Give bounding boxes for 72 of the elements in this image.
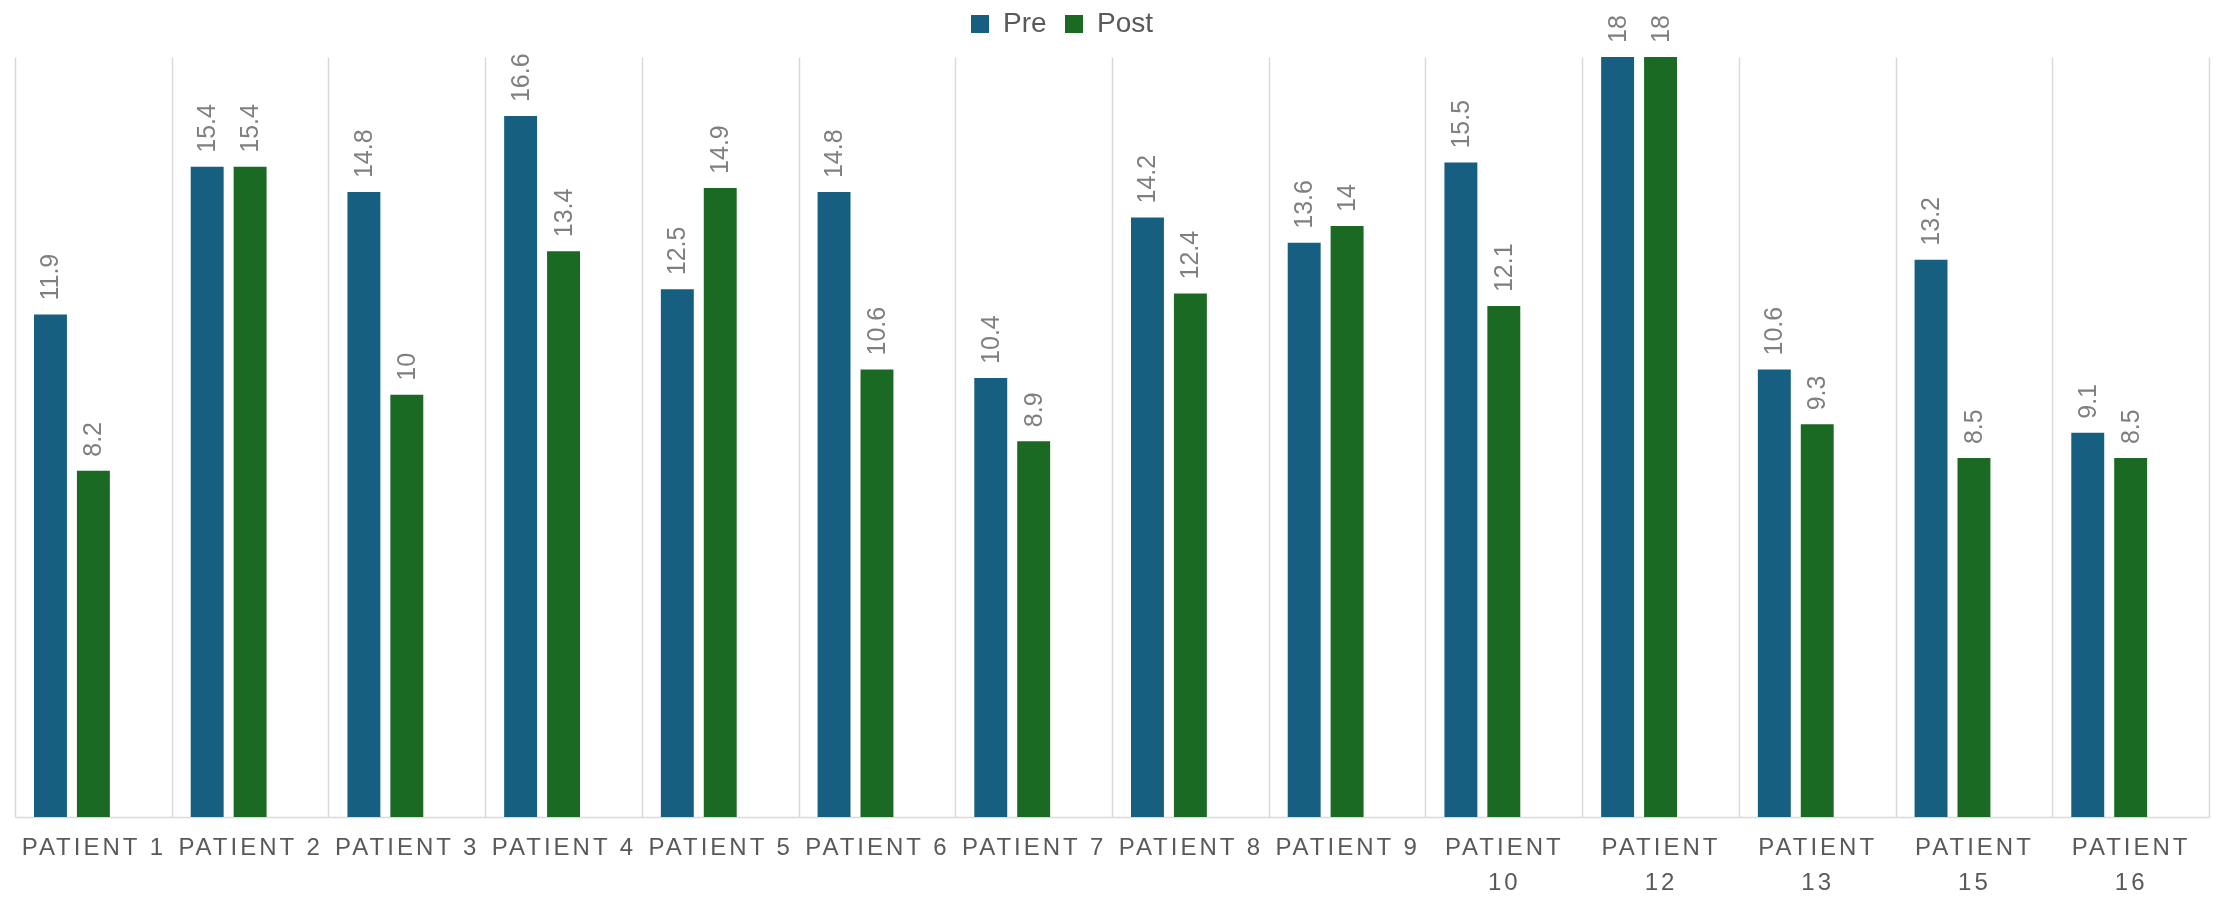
x-tick-label: PATIENT 12 (1601, 832, 1721, 895)
bar (660, 289, 694, 817)
x-tick-label: PATIENT 8 (1118, 832, 1264, 860)
x-tick-label: PATIENT 2 (178, 832, 323, 860)
x-tick-label: PATIENT 9 (1275, 832, 1420, 860)
bar (390, 394, 424, 817)
data-label: 12.4 (1175, 230, 1204, 280)
bar (190, 166, 224, 817)
legend-label: Post (1097, 7, 1154, 38)
data-label: 13.4 (548, 188, 577, 238)
bar (1487, 306, 1521, 817)
bar (1644, 57, 1677, 817)
bar (1800, 424, 1834, 817)
data-label: 14.8 (819, 129, 848, 179)
data-label: 18 (1645, 15, 1674, 43)
bar (974, 377, 1008, 817)
data-label: 14 (1332, 183, 1361, 212)
bar (34, 314, 67, 817)
data-label: 13.2 (1916, 196, 1945, 246)
data-label: 14.9 (705, 125, 734, 174)
data-label: 13.6 (1289, 180, 1318, 229)
bar (817, 192, 851, 817)
data-label: 10 (391, 352, 420, 381)
x-tick-label: PATIENT 16 (2071, 832, 2191, 895)
bar (347, 192, 381, 817)
data-label: 9.1 (2072, 384, 2101, 419)
data-label: 8.9 (1018, 392, 1047, 428)
data-label: 12.1 (1488, 243, 1517, 293)
data-label: 8.5 (2115, 409, 2144, 445)
bar (1330, 225, 1364, 817)
x-tick-label: PATIENT 3 (335, 832, 480, 860)
x-tick-label: PATIENT 4 (491, 832, 637, 860)
x-tick-label: PATIENT 15 (1915, 832, 2034, 895)
bar (76, 470, 110, 817)
bar (233, 166, 267, 817)
bar (860, 369, 894, 817)
data-label: 14.8 (348, 129, 377, 179)
data-label: 10.6 (1759, 306, 1788, 356)
data-label: 15.4 (192, 104, 221, 153)
x-tick-label: PATIENT 13 (1758, 832, 1878, 895)
data-label: 14.2 (1132, 154, 1161, 204)
x-tick-label: PATIENT 5 (648, 832, 793, 860)
x-tick-label: PATIENT 1 (21, 832, 167, 860)
data-label: 9.3 (1802, 375, 1831, 411)
data-label: 15.5 (1445, 99, 1474, 149)
data-label: 15.4 (235, 104, 264, 153)
data-label: 12.5 (662, 226, 691, 276)
bar (504, 116, 538, 817)
bar (1287, 242, 1321, 817)
bar (1444, 162, 1478, 817)
bar (1131, 217, 1164, 817)
bar (1957, 458, 1991, 817)
bar (1173, 293, 1207, 817)
data-label: 8.5 (1958, 409, 1987, 445)
data-label: 10.4 (975, 315, 1004, 364)
data-label: 8.2 (78, 422, 107, 457)
bar (2114, 458, 2148, 817)
data-label: 18 (1602, 15, 1631, 43)
bar (703, 187, 737, 817)
bar (547, 251, 580, 817)
data-label: 16.6 (505, 53, 534, 103)
x-tick-label: PATIENT 6 (805, 832, 950, 860)
legend-label: Pre (1003, 7, 1047, 38)
data-label: 10.6 (861, 306, 890, 356)
bar (1601, 57, 1635, 817)
bar (1914, 259, 1948, 817)
bar (1757, 369, 1791, 817)
x-tick-label: PATIENT 7 (961, 832, 1107, 860)
data-label: 11.9 (35, 253, 64, 301)
bar (1017, 441, 1051, 817)
x-tick-label: PATIENT 10 (1444, 832, 1564, 895)
bar (2071, 432, 2105, 817)
